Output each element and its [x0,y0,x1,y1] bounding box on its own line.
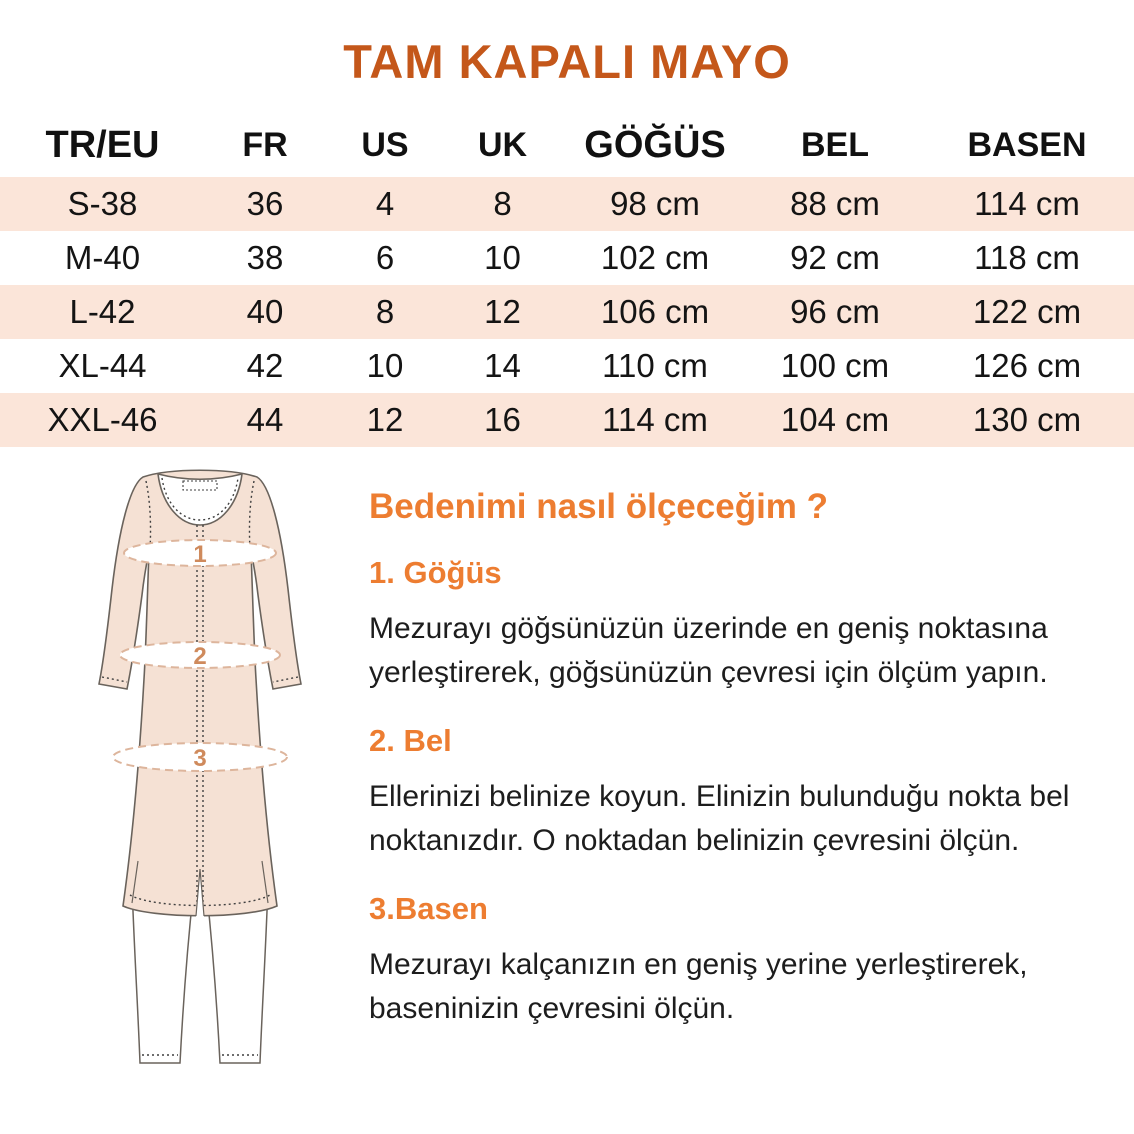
size-cell: 6 [375,239,395,276]
legging-right [205,884,269,1064]
size-cell: 92 cm [790,239,880,276]
guide-heading: Bedenimi nasıl ölçeceğim ? [369,487,829,526]
lower-content: 1 2 3 Bedenimi nasıl ölçeceğim ? 1. Göğü… [0,465,1134,1090]
table-row: XXL-46 44 12 16 114 cm 104 cm 130 cm [0,393,1134,447]
garment-illustration: 1 2 3 [0,465,365,1090]
guide-section-text-waist: Ellerinizi belinize koyun. Elinizin bulu… [369,780,1070,858]
guide-section-title-chest: 1. Göğüs [369,555,502,590]
neck-label-tag [182,480,218,491]
size-cell: 106 cm [600,293,710,330]
armhole-seam-right [248,480,255,552]
column-header-fr: FR [242,125,288,164]
guide-section-text-chest: Mezurayı göğsünüzün üzerinde en geniş no… [369,612,1048,690]
guide-section-title-waist: 2. Bel [369,723,452,759]
sleeve-cuff-stitch [101,676,128,683]
size-cell: 42 [246,347,284,384]
size-cell: 44 [246,401,284,438]
page-title: TAM KAPALI MAYO [343,35,791,88]
sleeve-cuff-stitch [272,676,299,683]
measure-marker-1: 1 [193,541,206,568]
size-cell: 38 [246,239,284,276]
size-cell: 88 cm [790,185,880,222]
guide-section-text-hip: Mezurayı kalçanızın en geniş yerine yerl… [369,948,1028,1026]
measure-marker-3: 3 [193,745,206,772]
size-cell: 114 cm [602,401,708,438]
waist-measure-band [119,641,281,669]
size-cell: 8 [493,185,512,222]
column-header-uk: UK [477,125,528,164]
size-cell: 4 [375,185,395,222]
size-cell: 12 [484,293,521,330]
size-cell: 102 cm [600,239,710,276]
size-cell: 126 cm [972,347,1082,384]
size-cell: XL-44 [58,347,147,384]
neck-trim-stitch [161,477,239,521]
table-header-row: TR/EU FR US UK GÖĞÜS BEL BASEN [0,113,1134,177]
measuring-instructions: Bedenimi nasıl ölçeceğim ? 1. Göğüs Mezu… [365,465,1134,1090]
size-cell: 100 cm [780,347,890,384]
size-cell: 114 cm [974,185,1080,222]
chest-measure-band [123,539,277,567]
column-header-bel: BEL [801,125,869,164]
hip-measure-band [112,742,288,772]
column-header-basen: BASEN [967,125,1087,164]
size-cell: 110 cm [602,347,708,384]
tunic-body [98,469,302,917]
side-vent-right [261,860,269,904]
table-row: S-38 36 4 8 98 cm 88 cm 114 cm [0,177,1134,231]
neckline [157,472,243,526]
size-cell: 118 cm [974,239,1080,276]
size-table: TR/EU FR US UK GÖĞÜS BEL BASEN S-38 36 4… [0,113,1134,447]
side-vent-left [131,860,139,904]
hem-slit-edge [195,868,201,917]
table-row: L-42 40 8 12 106 cm 96 cm 122 cm [0,285,1134,339]
size-cell: 8 [375,293,395,330]
size-cell: XXL-46 [47,401,158,438]
swimsuit-drawing: 1 2 3 [98,469,302,1064]
table-row: M-40 38 6 10 102 cm 92 cm 118 cm [0,231,1134,285]
hem-slit [196,869,204,917]
size-cell: 96 cm [790,293,880,330]
size-cell: 130 cm [972,401,1082,438]
size-cell: 36 [246,185,284,222]
size-cell: 16 [484,401,521,438]
size-cell: 122 cm [972,293,1082,330]
size-cell: 104 cm [780,401,890,438]
armhole-seam-left [145,480,152,552]
size-cell: S-38 [67,185,138,222]
size-cell: L-42 [69,293,136,330]
column-header-tr-eu: TR/EU [45,123,160,166]
column-header-us: US [361,125,409,164]
size-cell: 14 [484,347,521,384]
size-cell: 10 [366,347,404,384]
table-row: XL-44 42 10 14 110 cm 100 cm 126 cm [0,339,1134,393]
column-header-gogus: GÖĞÜS [584,123,726,166]
size-cell: 40 [246,293,284,330]
hem-slit-edge [199,868,205,917]
size-cell: 98 cm [610,185,700,222]
size-cell: 10 [484,239,521,276]
measure-marker-2: 2 [193,643,206,670]
size-cell: M-40 [64,239,141,276]
guide-section-title-hip: 3.Basen [369,891,488,927]
size-cell: 12 [366,401,404,438]
legging-left [131,884,195,1064]
